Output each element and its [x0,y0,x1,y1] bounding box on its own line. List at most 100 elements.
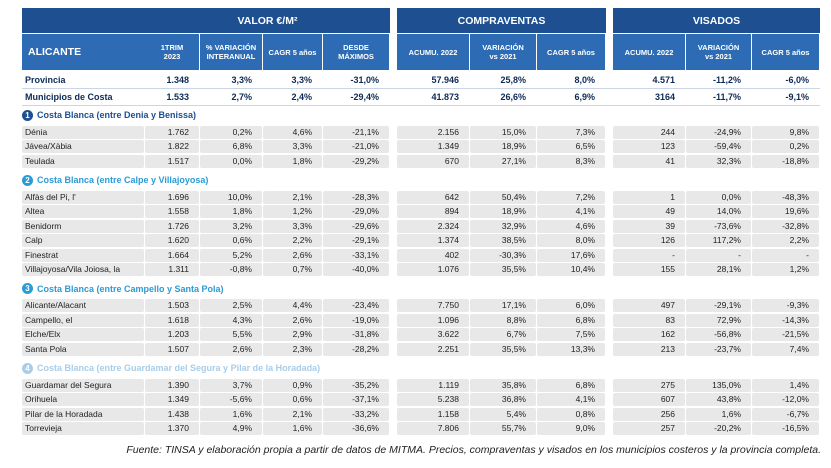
cell-value: -35,2% [323,378,389,392]
cell-value: 8,0% [574,74,595,85]
cell-value: -21,0% [323,140,389,153]
cell-value: 14,0% [686,205,751,218]
cell-value: 6,8% [200,140,262,153]
cell-value: -11,2% [712,74,741,85]
cell-value: 1.822 [145,140,199,153]
cell-value: 38,5% [470,234,536,247]
cell-value: -21,5% [752,328,819,341]
cell-value: -29,1% [686,299,751,312]
row-label: Torrevieja [22,422,144,435]
cell-value: 26,6% [500,91,526,102]
cell-value: 3,3% [263,219,322,233]
cell-value: 1,4% [752,378,819,392]
cell-value: 57.946 [431,74,459,85]
cell-value: -37,1% [323,393,389,406]
cell-value: 1.620 [145,234,199,247]
cell-value: 1.762 [145,125,199,139]
column-header-line: MÁXIMOS [338,52,374,61]
cell-value: 25,8% [500,74,526,85]
cell-value: -16,5% [752,422,819,435]
cell-value: 6,8% [537,378,605,392]
cell-value: 0,6% [263,393,322,406]
cell-value: 2.251 [397,342,469,356]
cell-value: -33,1% [323,248,389,262]
cell-value: 1.438 [145,407,199,421]
cell-value: 5.238 [397,393,469,406]
cell-value: 135,0% [686,378,751,392]
cell-value: 83 [613,313,685,327]
cell-value: 18,9% [470,205,536,218]
cell-value: 0,2% [200,125,262,139]
cell-value: -32,8% [752,219,819,233]
cell-value: 6,5% [537,140,605,153]
cell-value: 3,2% [200,219,262,233]
column-header-line: vs 2021 [704,52,733,61]
cell-value: 28,1% [686,263,751,276]
cell-value: 1.507 [145,342,199,356]
cell-value: 1 [613,190,685,204]
cell-value: 50,4% [470,190,536,204]
cell-value: 162 [613,328,685,341]
section-title: Costa Blanca (entre Campello y Santa Pol… [37,283,224,294]
column-header: ACUMU. 2022 [397,34,469,70]
cell-value: 0,2% [752,140,819,153]
cell-value: 1.076 [397,263,469,276]
cell-value: -40,0% [323,263,389,276]
cell-value: 1.096 [397,313,469,327]
cell-value: 642 [397,190,469,204]
section-header: 3 Costa Blanca (entre Campello y Santa Po… [22,282,224,296]
section-number: 3 [22,283,33,294]
row-label: Dénia [22,125,144,139]
cell-value: 1.349 [397,140,469,153]
cell-value: 41 [613,154,685,168]
cell-value: 1.311 [145,263,199,276]
row-label: Elche/Elx [22,328,144,341]
cell-value: 0,0% [200,154,262,168]
cell-value: 1,8% [200,205,262,218]
column-header-line: CAGR 5 años [761,47,810,57]
column-header-line: VARIACIÓN [697,43,740,52]
row-label: Altea [22,205,144,218]
cell-value: - [613,248,685,262]
cell-value: 0,7% [263,263,322,276]
cell-value: 72,9% [686,313,751,327]
cell-value: 7.806 [397,422,469,435]
cell-value: -20,2% [686,422,751,435]
cell-value: 5,5% [200,328,262,341]
cell-value: - [686,248,751,262]
cell-value: -56,8% [686,328,751,341]
cell-value: -9,1% [785,91,809,102]
cell-value: 4,6% [537,219,605,233]
cell-value: 0,0% [686,190,751,204]
cell-value: -23,7% [686,342,751,356]
cell-value: -30,3% [470,248,536,262]
cell-value: 1.370 [145,422,199,435]
cell-value: 1,6% [686,407,751,421]
cell-value: -18,8% [752,154,819,168]
cell-value: 1,2% [263,205,322,218]
footnote: Fuente: TINSA y elaboración propia a par… [126,444,821,456]
cell-value: 1.618 [145,313,199,327]
cell-value: -14,3% [752,313,819,327]
column-header-line: % VARIACIÓN [205,43,257,52]
cell-value: 2,3% [263,342,322,356]
cell-value: 4,4% [263,299,322,312]
cell-value: 6,0% [537,299,605,312]
cell-value: 9,0% [537,422,605,435]
cell-value: 607 [613,393,685,406]
section-title: Costa Blanca (entre Denia y Benissa) [37,110,197,120]
cell-value: 0,9% [263,378,322,392]
cell-value: 4,1% [537,393,605,406]
cell-value: 1.119 [397,378,469,392]
cell-value: 3,3% [231,74,252,85]
cell-value: 6,8% [537,313,605,327]
cell-value: 2,7% [231,91,252,102]
column-header: CAGR 5 años [752,34,819,70]
cell-value: 35,5% [470,342,536,356]
cell-value: 27,1% [470,154,536,168]
cell-value: 1.374 [397,234,469,247]
row-label: Benidorm [22,219,144,233]
cell-value: -36,6% [323,422,389,435]
cell-value: 8,8% [470,313,536,327]
column-header: ACUMU. 2022 [613,34,685,70]
